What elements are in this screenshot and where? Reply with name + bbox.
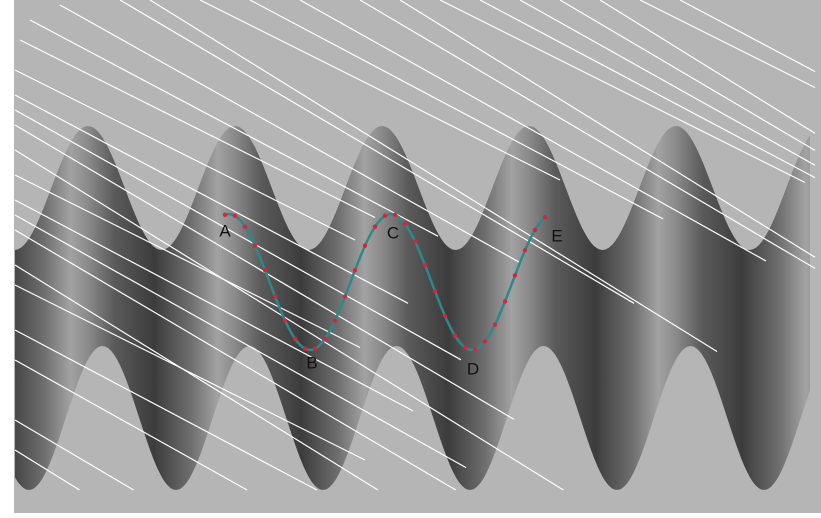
curve-point bbox=[373, 225, 377, 229]
point-label: D bbox=[467, 359, 479, 378]
point-label: C bbox=[387, 223, 399, 242]
curve-point bbox=[343, 294, 347, 298]
curve-point bbox=[413, 239, 417, 243]
curve-point bbox=[233, 214, 237, 218]
curve-point bbox=[503, 299, 507, 303]
curve-point bbox=[543, 215, 547, 219]
curve-point bbox=[323, 337, 327, 341]
curve-point bbox=[223, 213, 227, 217]
curve-point bbox=[303, 347, 307, 351]
curve-point bbox=[383, 214, 387, 218]
curve-point bbox=[243, 225, 247, 229]
point-label: E bbox=[551, 226, 562, 245]
point-label: A bbox=[219, 221, 231, 240]
curve-point bbox=[533, 228, 537, 232]
curve-point bbox=[433, 289, 437, 293]
curve-point bbox=[443, 314, 447, 318]
point-label: B bbox=[306, 353, 317, 372]
rendered-surface-scene: A B C D E bbox=[0, 0, 821, 513]
curve-point bbox=[523, 248, 527, 252]
curve-point bbox=[493, 323, 497, 327]
curve-point bbox=[363, 244, 367, 248]
curve-point bbox=[513, 273, 517, 277]
curve-point bbox=[403, 222, 407, 226]
curve-point bbox=[293, 337, 297, 341]
curve-point bbox=[463, 345, 467, 349]
curve-point bbox=[273, 294, 277, 298]
curve-point bbox=[453, 334, 457, 338]
curve-point bbox=[263, 268, 267, 272]
curve-point bbox=[473, 347, 477, 351]
curve-point bbox=[423, 263, 427, 267]
page: A B C D E (() => { const data = JSON.par… bbox=[0, 0, 821, 513]
curve-point bbox=[483, 339, 487, 343]
curve-point bbox=[253, 244, 257, 248]
curve-point bbox=[283, 318, 287, 322]
curve-point bbox=[313, 347, 317, 351]
curve-point bbox=[353, 268, 357, 272]
curve-point bbox=[333, 318, 337, 322]
curve-point bbox=[393, 213, 397, 217]
